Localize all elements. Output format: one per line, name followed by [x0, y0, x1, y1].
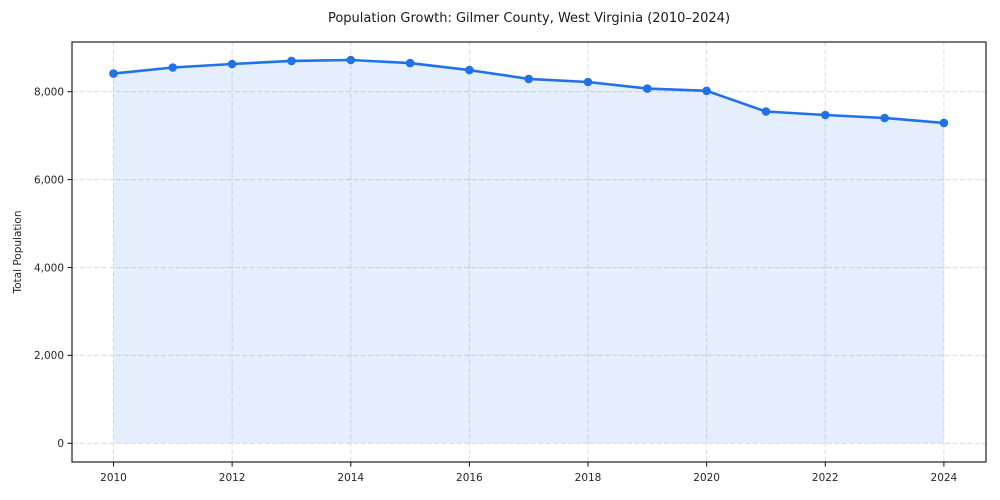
y-tick-label: 2,000	[34, 350, 64, 362]
y-tick-label: 6,000	[34, 174, 64, 186]
chart-title: Population Growth: Gilmer County, West V…	[328, 11, 730, 26]
data-point-2021	[761, 107, 771, 116]
data-point-2011	[168, 63, 178, 72]
x-tick-label: 2016	[456, 472, 483, 484]
y-tick-label: 4,000	[34, 262, 64, 274]
data-point-2012	[227, 59, 237, 69]
data-point-2022	[821, 110, 830, 120]
data-point-2013	[287, 56, 296, 66]
tick-labels-layer: 2010 2012 2014 2016 2018 2020 2022 2024 0 2,000 4,…	[34, 86, 958, 484]
data-point-2015	[405, 58, 415, 68]
x-tick-label: 2018	[575, 472, 602, 484]
data-point-2016	[465, 65, 474, 75]
x-tick-label: 2012	[219, 472, 246, 484]
data-points-layer	[109, 55, 949, 128]
data-point-2017	[524, 74, 533, 84]
x-tick-label: 2014	[337, 472, 364, 484]
data-point-2020	[702, 86, 711, 96]
plot-border	[71, 41, 987, 463]
axes-layer	[67, 41, 987, 467]
data-point-2014	[346, 55, 356, 65]
x-tick-label: 2024	[931, 472, 958, 484]
gridlines-layer	[72, 42, 986, 462]
y-tick-label: 8,000	[34, 86, 64, 98]
x-tick-label: 2010	[100, 472, 127, 484]
data-point-2010	[109, 69, 118, 78]
y-axis-label: Total Population	[12, 210, 24, 294]
x-tick-label: 2020	[693, 472, 720, 484]
x-tick-label: 2022	[812, 472, 839, 484]
data-point-2018	[583, 77, 593, 87]
data-point-2019	[643, 84, 652, 93]
data-point-2023	[880, 113, 889, 123]
data-point-2024	[939, 118, 949, 128]
y-tick-label: 0	[57, 438, 64, 450]
area-fill	[113, 60, 944, 444]
area-fill-layer	[113, 60, 944, 444]
